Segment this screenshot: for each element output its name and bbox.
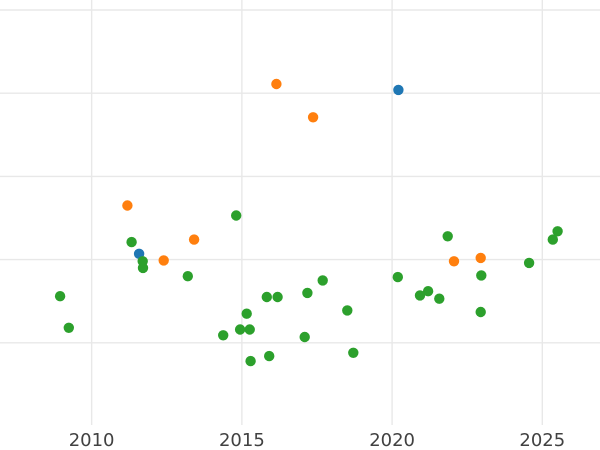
data-point-green [547,234,558,245]
data-point-green [182,271,193,282]
data-point-green [392,271,403,283]
x-tick-label: 2015 [219,430,265,450]
data-point-green [475,306,486,318]
data-point-green [434,293,445,304]
data-point-green [348,347,359,358]
data-point-orange [158,255,169,266]
x-tick-label: 2020 [369,430,415,450]
data-point-green [342,305,353,316]
data-point-green [272,291,283,303]
data-point-green [476,270,487,281]
data-point-green [126,236,137,248]
data-point-orange [271,78,282,90]
data-point-green [245,355,256,367]
data-point-green [261,291,272,303]
data-point-green [218,330,229,341]
data-point-green [422,286,434,297]
data-point-orange [475,252,486,264]
data-point-green [299,331,310,343]
data-point-orange [188,234,200,245]
plot-panel [0,0,600,425]
data-point-orange [307,112,319,123]
data-point-green [552,226,563,237]
data-point-green [137,262,149,274]
data-point-green [244,324,255,335]
x-tick-label: 2025 [519,430,565,450]
data-point-green [63,322,74,333]
data-point-green [414,290,426,301]
x-tick-label: 2010 [69,430,115,450]
data-point-orange [122,200,133,211]
data-point-green [241,308,252,319]
data-point-orange [448,256,460,267]
data-point-green [231,210,242,221]
data-point-green [302,287,313,299]
data-point-green [523,257,535,269]
data-point-green [234,324,246,335]
data-point-green [54,291,66,302]
data-point-blue [393,84,404,96]
data-point-green [442,231,453,242]
data-point-green [317,275,328,286]
data-point-green [264,350,275,362]
